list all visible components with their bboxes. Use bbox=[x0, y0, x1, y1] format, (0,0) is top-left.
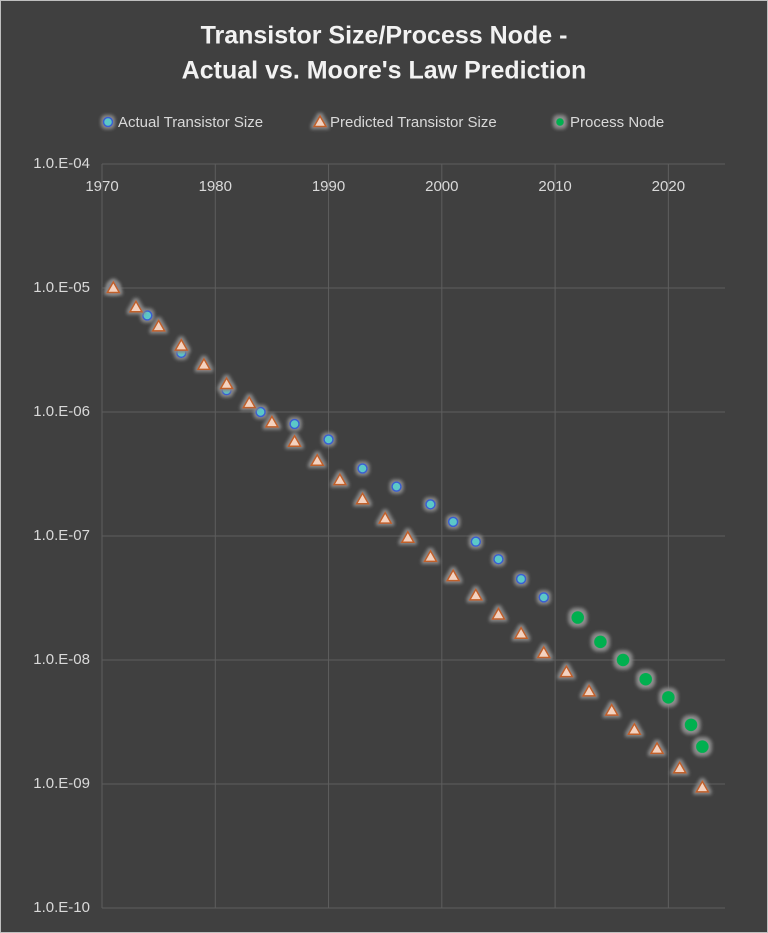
point bbox=[660, 689, 677, 706]
point bbox=[357, 463, 368, 474]
x-tick-label: 1970 bbox=[85, 178, 118, 195]
point bbox=[332, 472, 348, 486]
point bbox=[615, 652, 631, 668]
point bbox=[445, 568, 461, 582]
y-tick-label: 1.0.E-09 bbox=[33, 775, 90, 792]
point bbox=[355, 491, 370, 505]
point bbox=[377, 511, 393, 524]
point bbox=[391, 481, 402, 492]
point bbox=[323, 434, 334, 445]
point bbox=[694, 738, 711, 755]
series bbox=[569, 609, 711, 755]
point bbox=[219, 376, 234, 390]
point bbox=[151, 318, 166, 332]
point bbox=[491, 606, 506, 620]
x-tick-label: 2020 bbox=[652, 178, 685, 195]
point bbox=[142, 310, 153, 321]
legend-marker bbox=[312, 114, 328, 128]
point bbox=[695, 779, 710, 793]
point bbox=[513, 626, 529, 639]
legend-label: Process Node bbox=[570, 114, 664, 131]
chart-title: Transistor Size/Process Node - bbox=[201, 22, 568, 50]
x-tick-label: 1990 bbox=[312, 178, 345, 195]
point bbox=[569, 609, 586, 626]
point bbox=[581, 683, 597, 697]
point bbox=[128, 299, 144, 313]
legend-label: Actual Transistor Size bbox=[118, 114, 263, 131]
point bbox=[592, 634, 609, 650]
point bbox=[423, 549, 438, 563]
point bbox=[604, 703, 620, 716]
point bbox=[559, 664, 574, 678]
point bbox=[425, 499, 436, 510]
legend-marker bbox=[102, 116, 114, 128]
point bbox=[515, 573, 527, 585]
point bbox=[400, 530, 416, 543]
point bbox=[536, 645, 552, 659]
y-tick-label: 1.0.E-10 bbox=[33, 899, 90, 916]
point bbox=[493, 553, 504, 565]
x-tick-label: 1980 bbox=[199, 178, 232, 195]
y-tick-label: 1.0.E-06 bbox=[33, 403, 90, 420]
legend-label: Predicted Transistor Size bbox=[330, 114, 497, 131]
point bbox=[287, 434, 302, 447]
point bbox=[447, 516, 459, 528]
point bbox=[637, 671, 654, 687]
x-tick-label: 2010 bbox=[538, 178, 571, 195]
point bbox=[672, 760, 687, 774]
point bbox=[196, 357, 212, 371]
point bbox=[173, 338, 189, 351]
point bbox=[470, 536, 482, 547]
point bbox=[255, 406, 266, 418]
point bbox=[627, 722, 642, 735]
x-tick-label: 2000 bbox=[425, 178, 458, 195]
point bbox=[309, 453, 325, 467]
point bbox=[264, 414, 280, 428]
point bbox=[683, 717, 699, 733]
point bbox=[289, 418, 300, 430]
legend-marker bbox=[554, 116, 566, 128]
y-tick-label: 1.0.E-08 bbox=[33, 651, 90, 668]
series bbox=[106, 280, 710, 793]
point bbox=[468, 587, 484, 601]
chart-title: Actual vs. Moore's Law Prediction bbox=[182, 57, 587, 85]
y-tick-label: 1.0.E-05 bbox=[33, 279, 90, 296]
point bbox=[241, 395, 257, 409]
point bbox=[538, 592, 550, 603]
y-tick-label: 1.0.E-07 bbox=[33, 527, 90, 544]
point bbox=[106, 280, 121, 294]
y-tick-label: 1.0.E-04 bbox=[33, 155, 90, 172]
point bbox=[649, 741, 665, 755]
